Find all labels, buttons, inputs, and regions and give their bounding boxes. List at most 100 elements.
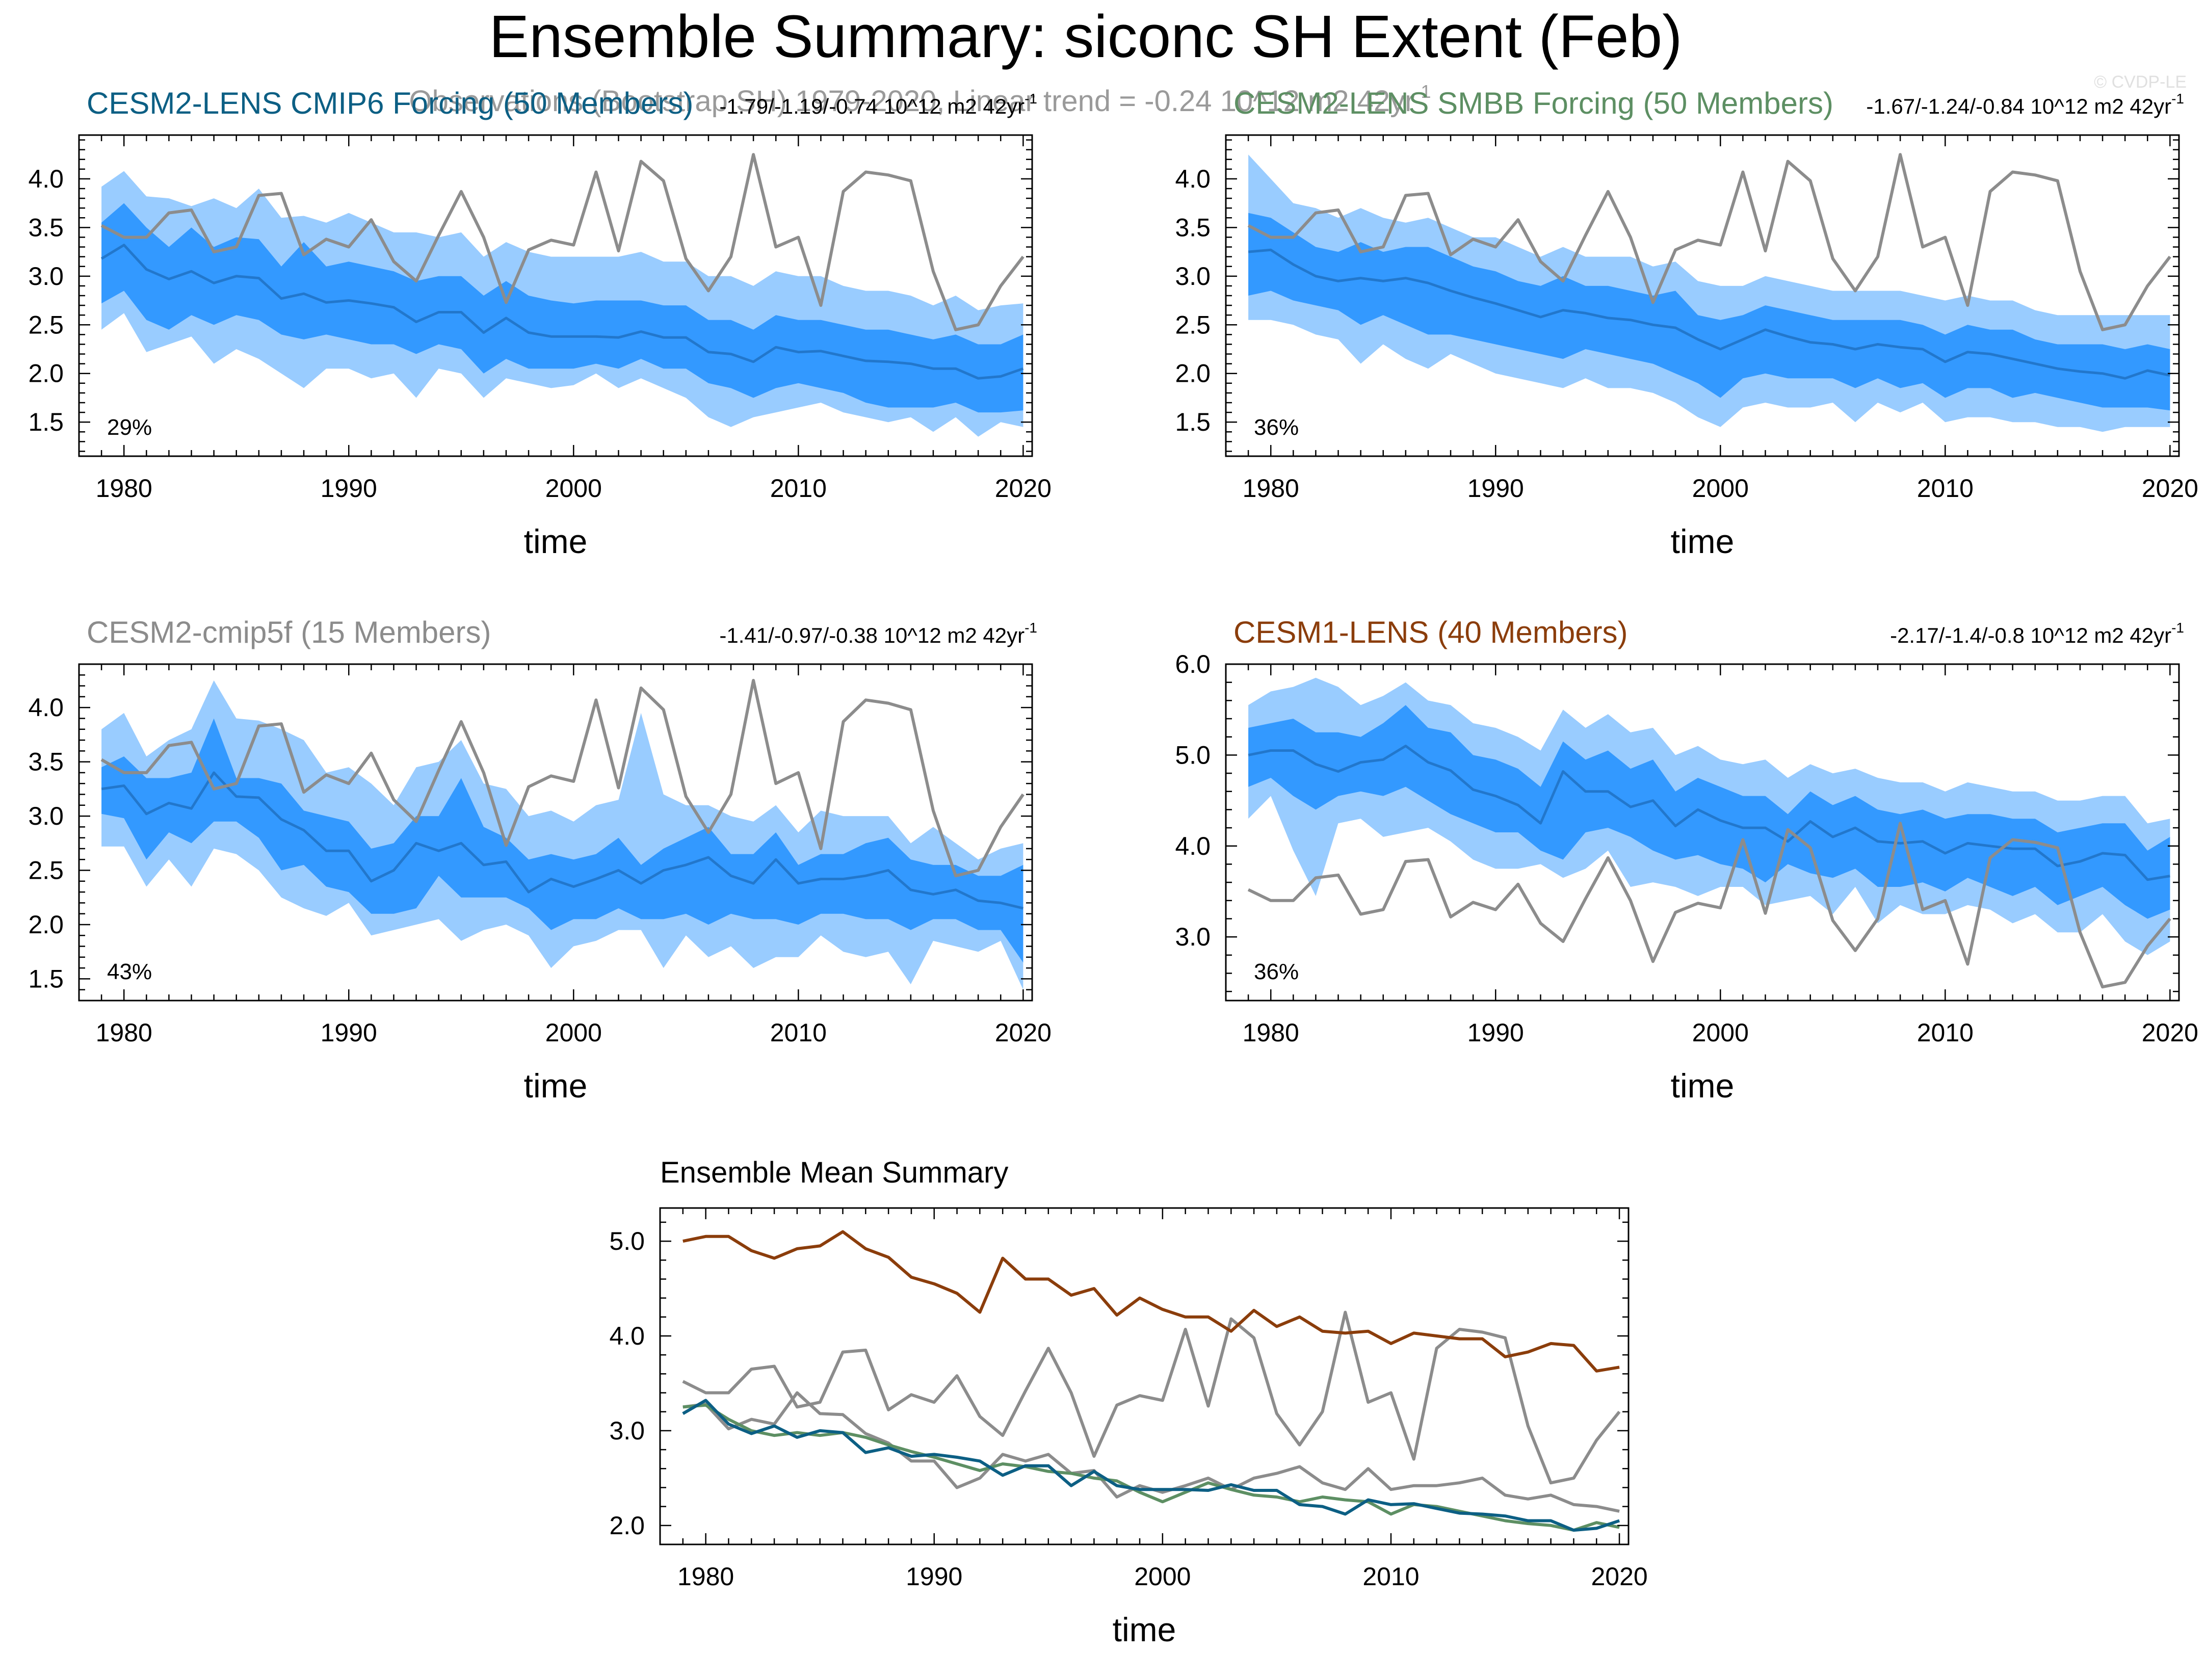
observations-line-lens1 (1247, 822, 2171, 989)
panel-title: Ensemble Mean Summary (660, 1156, 1008, 1189)
panel-title: CESM2-LENS SMBB Forcing (50 Members) (1233, 86, 1833, 120)
plot-area-lens1 (1247, 677, 2171, 989)
panel-title: CESM2-cmip5f (15 Members) (87, 615, 491, 649)
ensemble-mean-line-smbb (1248, 248, 2170, 380)
y-tick-label: 3.0 (1175, 262, 1211, 291)
y-tick-label: 4.0 (609, 1322, 645, 1350)
band-inner-lens1 (1248, 705, 2170, 919)
y-tick-label: 3.0 (1175, 923, 1211, 951)
x-tick-label: 2020 (2142, 1018, 2198, 1047)
y-tick-label: 5.0 (609, 1227, 645, 1255)
chart-cmip6: 1980 1990 2000 2010 2020 1.5 2.0 2.5 3.0 3.5 4.0 ti… (28, 86, 1051, 560)
y-tick-label: 4.0 (28, 165, 64, 193)
trend-label: -2.17/-1.4/-0.8 10^12 m2 42yr-1 (1890, 620, 2184, 647)
y-tick-label: 2.5 (1175, 310, 1211, 339)
x-tick-label: 2020 (995, 474, 1052, 503)
y-tick-label: 2.0 (28, 910, 64, 939)
percent-label: 29% (107, 415, 152, 440)
observations-line-smbb (1247, 153, 2171, 331)
x-tick-label: 2020 (2142, 474, 2198, 503)
y-tick-label: 2.0 (1175, 359, 1211, 388)
y-tick-label: 2.0 (28, 359, 64, 388)
x-tick-label: 1990 (906, 1562, 962, 1591)
x-tick-label: 1980 (96, 1018, 152, 1047)
ensemble-mean-line-lens1 (1248, 745, 2170, 881)
ensemble-mean-line-cmip6 (100, 244, 1024, 380)
percent-label: 36% (1254, 959, 1299, 984)
figure-title: Ensemble Summary: siconc SH Extent (Feb) (489, 3, 1682, 70)
x-axis-label: time (524, 1067, 588, 1105)
y-tick-label: 6.0 (1175, 650, 1211, 678)
x-tick-label: 2010 (1917, 1018, 1974, 1047)
x-tick-label: 2000 (1134, 1562, 1191, 1591)
y-tick-label: 1.5 (28, 408, 64, 436)
y-tick-label: 3.0 (609, 1416, 645, 1445)
chart-lens1: 1980 1990 2000 2010 2020 3.0 4.0 5.0 6.0 time CESM… (1175, 615, 2198, 1105)
x-tick-label: 2020 (995, 1018, 1052, 1047)
plot-frame-lens1 (1225, 663, 2180, 1002)
trend-label: -1.67/-1.24/-0.84 10^12 m2 42yr-1 (1866, 91, 2184, 118)
observations-line-cmip6 (100, 153, 1025, 331)
watermark: © CVDP-LE (2094, 72, 2187, 92)
percent-label: 43% (107, 959, 152, 984)
chart-smbb: 1980 1990 2000 2010 2020 1.5 2.0 2.5 3.0 3.5 4.0 ti… (1175, 86, 2198, 560)
x-tick-label: 1990 (1467, 474, 1524, 503)
x-axis-label: time (1671, 522, 1735, 560)
x-tick-label: 2000 (545, 1018, 602, 1047)
panel-title: CESM2-LENS CMIP6 Forcing (50 Members) (87, 86, 693, 120)
plot-area-cmip5f (100, 678, 1025, 990)
series-line-cesm2-cmip5f (682, 1391, 1620, 1513)
plot-area-smbb (1247, 153, 2171, 432)
plots: 1980 1990 2000 2010 2020 1.5 2.0 2.5 3.0 3.5 4.0 ti… (28, 86, 2198, 1648)
x-tick-label: 1980 (677, 1562, 734, 1591)
band-inner-cmip5f (101, 718, 1023, 963)
y-tick-label: 3.5 (28, 213, 64, 242)
x-tick-label: 2000 (1692, 1018, 1749, 1047)
x-tick-label: 2020 (1591, 1562, 1647, 1591)
y-tick-label: 4.0 (1175, 832, 1211, 860)
observations-line-cmip5f (100, 678, 1025, 878)
panel-title: CESM1-LENS (40 Members) (1233, 615, 1628, 649)
x-tick-label: 2000 (545, 474, 602, 503)
band-outer-cmip5f (101, 680, 1023, 990)
trend-label: -1.79/-1.19/-0.74 10^12 m2 42yr-1 (719, 91, 1037, 118)
x-tick-label: 1980 (1243, 1018, 1299, 1047)
chart-summary: 1980 1990 2000 2010 2020 2.0 3.0 4.0 5.0 time Ense… (609, 1156, 1647, 1648)
x-axis-label: time (1113, 1611, 1176, 1648)
y-tick-label: 4.0 (28, 693, 64, 722)
plot-area-summary (682, 1230, 1621, 1532)
band-inner-smbb (1248, 213, 2170, 411)
x-tick-label: 2010 (1917, 474, 1974, 503)
x-tick-label: 1990 (321, 1018, 377, 1047)
x-tick-label: 2010 (770, 474, 827, 503)
trend-label: -1.41/-0.97/-0.38 10^12 m2 42yr-1 (719, 620, 1037, 647)
y-tick-label: 1.5 (1175, 408, 1211, 436)
y-tick-label: 3.0 (28, 262, 64, 291)
x-tick-label: 1990 (1467, 1018, 1524, 1047)
y-tick-label: 5.0 (1175, 741, 1211, 769)
x-tick-label: 2000 (1692, 474, 1749, 503)
band-inner-cmip6 (101, 203, 1023, 413)
x-axis-label: time (1671, 1067, 1735, 1105)
y-tick-label: 1.5 (28, 964, 64, 993)
y-tick-label: 3.5 (28, 748, 64, 776)
plot-frame-summary (659, 1207, 1630, 1545)
series-line-cesm2-lens-smbb (682, 1403, 1620, 1532)
x-tick-label: 2010 (770, 1018, 827, 1047)
x-tick-label: 2010 (1362, 1562, 1419, 1591)
x-tick-label: 1990 (321, 474, 377, 503)
ensemble-mean-line-cmip5f (101, 771, 1023, 910)
chart-cmip5f: 1980 1990 2000 2010 2020 1.5 2.0 2.5 3.0 3.5 4.0 ti… (28, 615, 1051, 1105)
series-line-cesm2-lens-cmip6 (682, 1399, 1620, 1532)
percent-label: 36% (1254, 415, 1299, 440)
y-tick-label: 2.0 (609, 1511, 645, 1540)
y-tick-label: 2.5 (28, 310, 64, 339)
observations-label: Observations (Bootstrap SH) 1979-2020, L… (409, 81, 1431, 118)
series-line-observations (682, 1310, 1621, 1485)
y-tick-label: 2.5 (28, 856, 64, 885)
y-tick-label: 3.5 (1175, 213, 1211, 242)
y-tick-label: 4.0 (1175, 165, 1211, 193)
x-tick-label: 1980 (1243, 474, 1299, 503)
y-tick-label: 3.0 (28, 802, 64, 830)
